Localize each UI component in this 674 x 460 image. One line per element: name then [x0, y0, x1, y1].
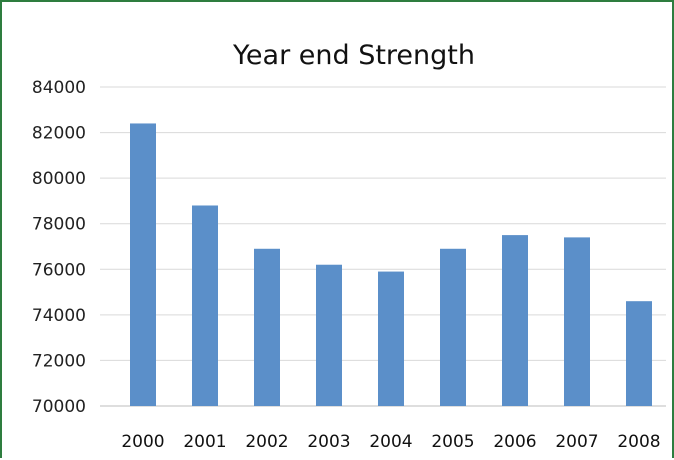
- y-tick-label: 74000: [32, 306, 86, 326]
- x-tick-label: 2002: [245, 432, 288, 452]
- bar-2004: [378, 271, 404, 406]
- chart-title: Year end Strength: [232, 40, 475, 71]
- x-tick-label: 2007: [555, 432, 598, 452]
- x-tick-label: 2003: [307, 432, 350, 452]
- bar-2003: [316, 264, 342, 406]
- y-tick-label: 72000: [32, 351, 86, 371]
- x-axis: 2000 2001 2002 2003 2004 2005 2006 2007 2008: [121, 432, 660, 452]
- x-tick-label: 2008: [617, 432, 660, 452]
- bar-2006: [502, 235, 528, 406]
- bar-2008: [626, 301, 652, 406]
- x-tick-label: 2004: [369, 432, 412, 452]
- bar-2001: [192, 205, 218, 406]
- bar-2002: [254, 248, 280, 406]
- y-tick-label: 80000: [32, 169, 86, 189]
- x-tick-label: 2000: [121, 432, 164, 452]
- x-tick-label: 2005: [431, 432, 474, 452]
- y-tick-label: 70000: [32, 397, 86, 417]
- y-tick-label: 76000: [32, 260, 86, 280]
- y-tick-label: 84000: [32, 78, 86, 98]
- y-tick-label: 82000: [32, 124, 86, 144]
- bar-2007: [564, 237, 590, 406]
- x-tick-label: 2006: [493, 432, 536, 452]
- bar-2000: [130, 123, 156, 406]
- y-axis: 84000 82000 80000 78000 76000 74000 72000 70000: [32, 78, 86, 417]
- bar-2005: [440, 248, 466, 406]
- y-tick-label: 78000: [32, 215, 86, 235]
- x-tick-label: 2001: [183, 432, 226, 452]
- bars: [130, 123, 652, 406]
